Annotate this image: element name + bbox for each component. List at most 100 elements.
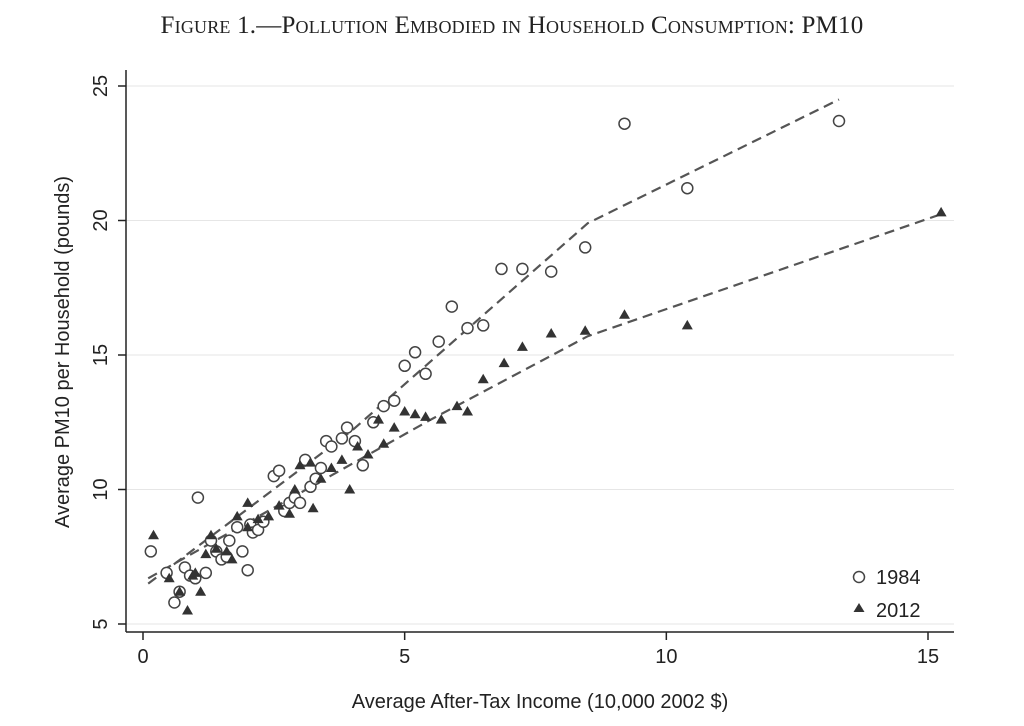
- grid-lines: [126, 85, 954, 625]
- point-1984-14: [230, 520, 244, 534]
- point-1984-36: [356, 459, 370, 472]
- y-tick-label-20: 20: [90, 209, 112, 231]
- point-2012-8: [205, 529, 217, 540]
- y-axis-label: Average PM10 per Household (pounds): [52, 176, 74, 528]
- point-2012-35: [435, 414, 447, 424]
- point-2012-9: [210, 543, 222, 553]
- point-2012-27: [352, 441, 364, 451]
- point-1984-47: [495, 262, 508, 276]
- point-2012-1: [163, 572, 175, 583]
- point-1984-33: [335, 432, 349, 445]
- point-2012-21: [305, 457, 316, 467]
- point-2012-17: [273, 500, 285, 510]
- point-2012-31: [388, 422, 400, 432]
- axes: [125, 70, 954, 633]
- point-2012-22: [307, 502, 319, 513]
- point-2012-6: [195, 586, 207, 596]
- x-tick-label-5: 5: [399, 646, 410, 668]
- point-2012-29: [373, 414, 384, 424]
- point-2012-26: [344, 484, 356, 494]
- point-2012-33: [409, 408, 421, 419]
- point-2012-37: [462, 406, 473, 416]
- point-1984-39: [387, 394, 401, 407]
- legend-marker-2012: [853, 603, 865, 612]
- point-1984-30: [314, 461, 328, 475]
- y-tick-label-25: 25: [90, 75, 112, 97]
- fit-line-1984: [147, 98, 840, 585]
- point-2012-5: [189, 567, 201, 577]
- point-2012-18: [284, 508, 295, 518]
- axis-ticks: 5 10 15 20 25 0 5 10 15: [90, 75, 939, 668]
- point-1984-16: [241, 563, 254, 577]
- point-2012-34: [420, 411, 432, 421]
- point-1984-49: [544, 265, 558, 278]
- point-2012-2: [174, 586, 186, 596]
- x-tick-label-15: 15: [917, 646, 939, 668]
- point-2012-20: [294, 459, 306, 470]
- point-1984-2: [168, 596, 181, 609]
- point-1984-43: [432, 335, 445, 348]
- point-1984-13: [223, 534, 236, 547]
- legend: 1984 2012: [852, 567, 921, 622]
- point-2012-41: [545, 328, 557, 338]
- point-2012-32: [399, 406, 411, 416]
- point-2012-36: [451, 400, 463, 411]
- point-2012-28: [362, 449, 374, 459]
- point-2012-42: [579, 325, 591, 335]
- point-1984-50: [578, 241, 592, 254]
- point-2012-19: [289, 484, 301, 494]
- point-1984-0: [144, 545, 158, 558]
- y-tick-label-15: 15: [90, 344, 112, 366]
- point-2012-43: [619, 309, 630, 319]
- point-2012-40: [516, 341, 528, 351]
- legend-marker-1984: [852, 570, 866, 584]
- point-2012-39: [498, 357, 510, 368]
- data-points: [144, 114, 947, 615]
- point-2012-38: [477, 373, 489, 384]
- point-2012-3: [182, 605, 193, 615]
- point-1984-46: [476, 319, 490, 332]
- point-1984-41: [408, 346, 422, 359]
- point-2012-15: [252, 513, 264, 524]
- point-1984-8: [199, 566, 213, 580]
- point-2012-10: [221, 545, 233, 556]
- point-1984-51: [618, 117, 631, 130]
- chart-title: Figure 1.—Pollution Embodied in Househol…: [0, 12, 1024, 40]
- point-1984-7: [191, 491, 205, 504]
- point-2012-11: [226, 553, 238, 564]
- point-2012-25: [336, 454, 348, 464]
- point-2012-12: [231, 510, 243, 521]
- point-1984-40: [398, 359, 411, 373]
- point-2012-7: [200, 548, 212, 559]
- point-2012-14: [242, 497, 254, 507]
- point-1984-22: [272, 464, 286, 477]
- x-tick-label-0: 0: [137, 646, 148, 668]
- point-1984-44: [445, 300, 459, 313]
- x-axis-label: Average After-Tax Income (10,000 2002 $): [352, 691, 729, 713]
- chart-title-main: Pollution Embodied in Household Consumpt…: [281, 12, 788, 39]
- point-1984-52: [681, 181, 694, 195]
- point-2012-16: [263, 510, 275, 521]
- point-1984-53: [832, 114, 846, 128]
- fit-lines: [147, 98, 939, 585]
- x-tick-label-10: 10: [655, 646, 677, 668]
- point-1984-45: [461, 321, 474, 335]
- point-2012-30: [378, 438, 390, 448]
- legend-label-1984: 1984: [876, 567, 921, 589]
- point-1984-48: [516, 262, 529, 276]
- point-1984-42: [419, 367, 432, 381]
- point-1984-15: [236, 545, 249, 558]
- point-2012-45: [935, 206, 947, 217]
- point-2012-0: [148, 529, 159, 540]
- point-1984-34: [340, 421, 354, 434]
- y-tick-label-5: 5: [90, 618, 112, 629]
- point-2012-44: [681, 319, 693, 330]
- point-1984-38: [377, 399, 390, 413]
- point-1984-26: [293, 496, 307, 510]
- chart-title-prefix: Figure 1.—: [160, 12, 282, 39]
- chart-title-suffix: : PM10: [787, 12, 864, 39]
- legend-label-2012: 2012: [876, 600, 921, 622]
- point-2012-23: [315, 473, 327, 483]
